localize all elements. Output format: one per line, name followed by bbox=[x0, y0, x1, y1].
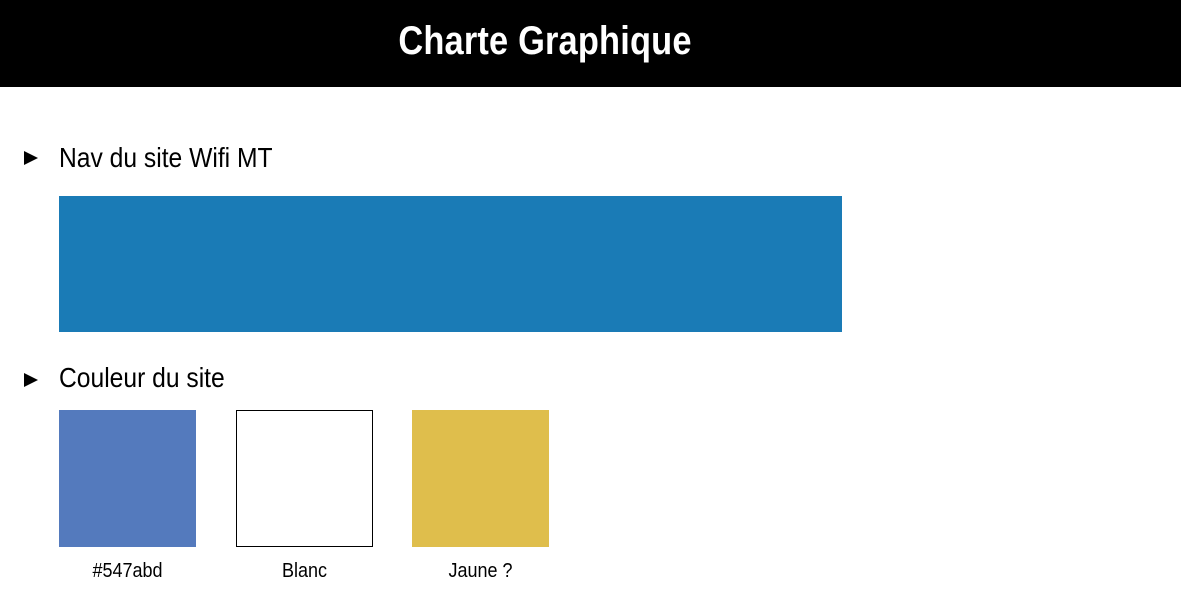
triangle-right-icon bbox=[24, 373, 38, 387]
swatch-label-blue: #547abd bbox=[92, 560, 163, 582]
section-heading-colors: Couleur du site bbox=[59, 362, 225, 393]
section-heading-nav: Nav du site Wifi MT bbox=[59, 142, 273, 173]
color-swatch-yellow bbox=[412, 410, 549, 547]
color-swatch-white bbox=[236, 410, 373, 547]
swatch-label-yellow: Jaune ? bbox=[448, 560, 513, 582]
color-swatch-blue bbox=[59, 410, 196, 547]
triangle-right-icon bbox=[24, 151, 38, 165]
header-bar: Charte Graphique bbox=[0, 0, 1181, 87]
page-title: Charte Graphique bbox=[398, 19, 692, 63]
swatch-label-white: Blanc bbox=[281, 560, 328, 582]
nav-color-bar bbox=[59, 196, 842, 332]
